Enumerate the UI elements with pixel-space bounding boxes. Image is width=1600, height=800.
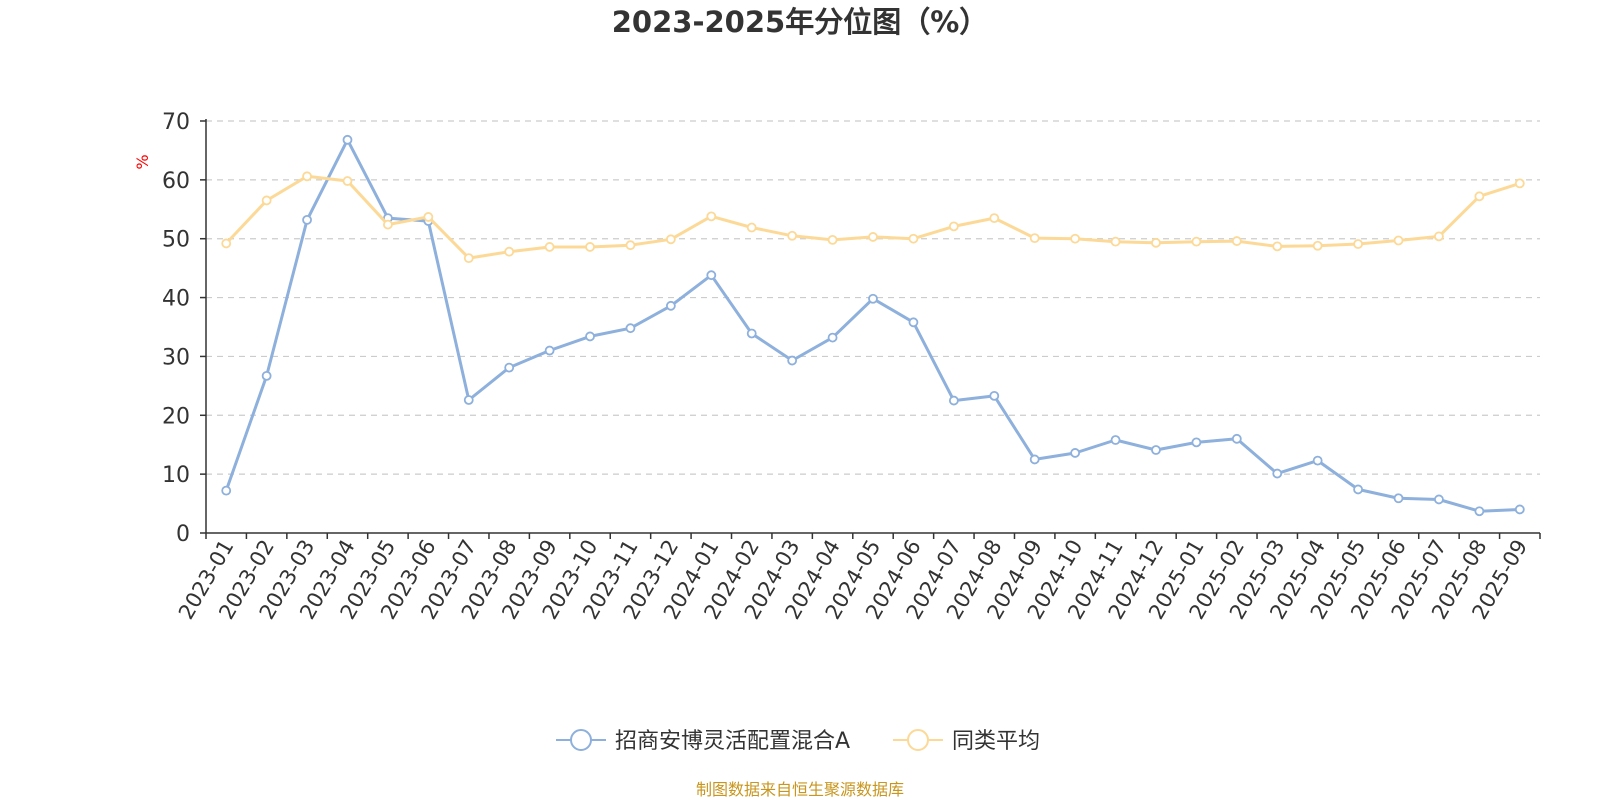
series-2-point [544, 242, 555, 252]
y-tick-label: 0 [176, 522, 190, 547]
legend-label-1: 招商安博灵活配置混合A [615, 729, 850, 754]
series-1-point [1272, 468, 1283, 479]
series-2-point [463, 253, 474, 264]
series-2-point [1151, 237, 1161, 248]
series-1-point [1312, 455, 1323, 466]
series-1-point [1474, 506, 1485, 517]
series-1-point [585, 331, 595, 342]
series-2-point [1231, 236, 1242, 246]
series-1-point [342, 134, 353, 145]
series-line-2 [225, 174, 1521, 260]
series-2-point [1029, 233, 1040, 244]
series-2-point [504, 246, 515, 257]
series-1-point [1514, 504, 1525, 515]
series-1-point [787, 355, 798, 366]
series-2-point [948, 221, 959, 232]
series-1-point [544, 345, 555, 356]
series-2-point [383, 219, 393, 230]
y-tick-label: 60 [162, 169, 190, 194]
series-2-point [625, 240, 636, 251]
y-tick-label: 50 [162, 228, 190, 253]
series-1-point [1353, 484, 1363, 495]
series-1-point [948, 395, 959, 406]
series-1-point [221, 485, 232, 496]
series-2-point [342, 176, 353, 186]
series-1-point [665, 300, 676, 311]
series-2-point [989, 213, 1000, 224]
series-2-point [1191, 236, 1202, 247]
y-tick-label: 20 [162, 404, 190, 429]
y-axis-label: % [133, 154, 152, 169]
series-2-point [665, 234, 676, 245]
series-1-point [868, 293, 878, 304]
series-2-point [827, 234, 838, 245]
series-1-point [1191, 437, 1202, 448]
series-1-point [463, 395, 474, 405]
series-2-point [1474, 191, 1485, 202]
chart-title: 2023-2025年分位图（%） [611, 5, 989, 39]
series-1-point [989, 390, 1000, 401]
series-1-point [706, 270, 717, 281]
series-2-point [1353, 239, 1363, 249]
series-2-point [1312, 240, 1323, 251]
series-2-point [1110, 236, 1121, 247]
data-source-footer: 制图数据来自恒生聚源数据库 [695, 780, 904, 799]
series-1-point [625, 323, 636, 334]
series-line-1 [224, 138, 1520, 513]
series-2-point [1272, 241, 1283, 252]
series-1-point [302, 214, 312, 225]
series-1-point [1151, 445, 1161, 455]
y-tick-label: 10 [162, 463, 190, 488]
legend-label-2: 同类平均 [952, 729, 1040, 754]
series-2-point [787, 230, 798, 241]
series-2-point [1514, 178, 1525, 189]
series-2-point [868, 232, 878, 242]
series-1-point [1434, 494, 1444, 505]
series-2-point [221, 238, 232, 249]
series-2-point [908, 233, 919, 244]
series-2-point [1393, 235, 1404, 246]
series-2-point [1070, 233, 1081, 244]
series-1-point [908, 317, 919, 328]
y-tick-label: 30 [162, 345, 190, 370]
series-2-point [706, 211, 717, 222]
y-tick-label: 40 [162, 287, 190, 312]
series-1-point [1393, 493, 1404, 504]
legend-marker-2 [907, 729, 929, 751]
series-1-point [746, 328, 757, 339]
series-2-point [746, 222, 757, 233]
series-1-point [827, 332, 838, 343]
series-1-point [1231, 433, 1242, 444]
series-2-point [261, 195, 272, 206]
series-2-point [423, 212, 434, 222]
series-1-point [504, 362, 515, 373]
series-1-point [1110, 435, 1121, 445]
series-2-point [1434, 231, 1444, 242]
y-tick-label: 70 [162, 110, 190, 135]
series-1-point [1029, 454, 1040, 465]
series-1-point [1070, 448, 1081, 458]
series-1-point [261, 370, 272, 381]
series-2-point [302, 171, 312, 182]
series-2-point [585, 242, 595, 252]
legend-marker-1 [570, 729, 592, 751]
